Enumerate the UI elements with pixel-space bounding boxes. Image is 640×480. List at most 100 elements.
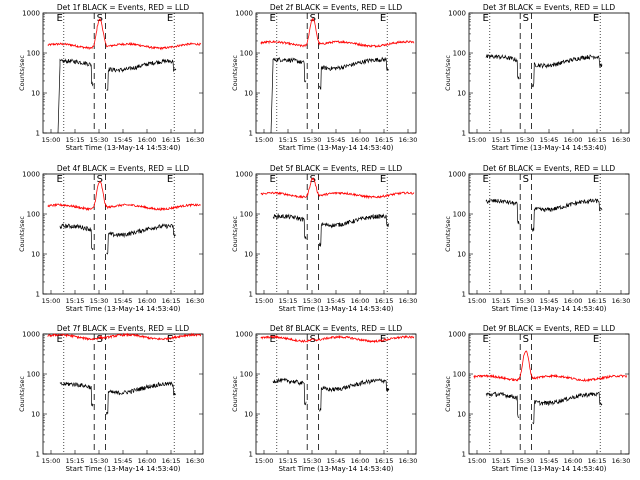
x-tick-label: 16:30 — [399, 297, 418, 305]
x-tick-label: 15:00 — [468, 457, 487, 465]
y-tick-label: 1000 — [448, 10, 466, 18]
x-tick-label: 15:00 — [255, 457, 274, 465]
x-tick-label: 15:30 — [516, 457, 535, 465]
events-series-line — [485, 53, 520, 80]
y-tick-label: 1 — [249, 451, 253, 459]
saa-marker-label: S — [97, 13, 103, 24]
x-tick-label: 16:15 — [375, 136, 394, 144]
lld-series-line — [473, 350, 628, 383]
y-tick-label: 1000 — [448, 331, 466, 339]
y-tick-label: 10 — [31, 90, 40, 98]
start-marker-label: E — [269, 174, 275, 185]
x-axis-label: Start Time (13-May-14 14:53:40) — [278, 144, 393, 152]
y-tick-label: 100 — [453, 50, 466, 58]
y-tick-label: 1000 — [448, 171, 466, 179]
panel-title: Det 3f BLACK = Events, RED = LLD — [483, 3, 616, 12]
x-axis-label: Start Time (13-May-14 14:53:40) — [278, 465, 393, 473]
y-tick-label: 1 — [462, 130, 466, 138]
x-tick-label: 15:15 — [66, 297, 85, 305]
detector-panel-4: Det 4f BLACK = Events, RED = LLD 1 10 100 10… — [18, 164, 204, 313]
events-series-line — [106, 381, 177, 415]
start-marker-label: E — [269, 13, 275, 24]
lld-series-line — [260, 17, 415, 48]
end-marker-label: E — [167, 13, 173, 24]
lld-series-line — [260, 334, 415, 344]
x-tick-label: 15:45 — [327, 136, 346, 144]
x-tick-label: 15:00 — [255, 297, 274, 305]
start-marker-label: E — [482, 13, 488, 24]
x-tick-label: 16:00 — [138, 297, 157, 305]
start-marker-label: E — [56, 334, 62, 345]
saa-marker-label: S — [523, 13, 529, 24]
panel-title: Det 7f BLACK = Events, RED = LLD — [57, 324, 190, 333]
plot-frame — [42, 12, 204, 134]
x-axis-label: Start Time (13-May-14 14:53:40) — [491, 144, 606, 152]
x-tick-label: 15:30 — [90, 136, 109, 144]
x-tick-label: 15:15 — [279, 297, 298, 305]
events-series-line — [485, 198, 520, 225]
saa-marker-label: S — [523, 174, 529, 185]
x-axis-label: Start Time (13-May-14 14:53:40) — [65, 144, 180, 152]
x-tick-label: 16:15 — [162, 136, 181, 144]
x-tick-label: 15:15 — [492, 136, 511, 144]
detector-panel-2: Det 2f BLACK = Events, RED = LLD 1 10 100 10… — [231, 3, 417, 152]
y-tick-label: 10 — [31, 251, 40, 259]
x-tick-label: 16:15 — [588, 136, 607, 144]
x-axis-label: Start Time (13-May-14 14:53:40) — [278, 305, 393, 313]
x-tick-label: 16:30 — [612, 136, 631, 144]
y-axis-label: Counts/sec — [444, 376, 452, 412]
x-tick-label: 15:30 — [303, 297, 322, 305]
x-tick-label: 15:00 — [468, 297, 487, 305]
events-series-line — [270, 56, 307, 134]
plot-frame — [468, 173, 630, 295]
panel-title: Det 2f BLACK = Events, RED = LLD — [270, 3, 403, 12]
panel-title: Det 9f BLACK = Events, RED = LLD — [483, 324, 616, 333]
events-series-line — [319, 56, 390, 90]
events-series-line — [106, 223, 177, 255]
y-tick-label: 10 — [244, 251, 253, 259]
x-tick-label: 15:00 — [42, 457, 61, 465]
y-axis-label: Counts/sec — [231, 376, 239, 412]
y-axis-label: Counts/sec — [18, 55, 26, 91]
plot-frame — [468, 12, 630, 134]
panel-title: Det 6f BLACK = Events, RED = LLD — [483, 164, 616, 173]
y-tick-label: 10 — [31, 411, 40, 419]
y-tick-label: 1 — [36, 291, 40, 299]
end-marker-label: E — [593, 13, 599, 24]
end-marker-label: E — [167, 174, 173, 185]
detector-panel-8: Det 8f BLACK = Events, RED = LLD 1 10 100 10… — [231, 324, 417, 473]
start-marker-label: E — [56, 13, 62, 24]
x-tick-label: 16:30 — [186, 457, 205, 465]
x-tick-label: 16:15 — [162, 457, 181, 465]
y-tick-label: 1 — [36, 451, 40, 459]
panel-title: Det 1f BLACK = Events, RED = LLD — [57, 3, 190, 12]
events-series-line — [57, 58, 94, 134]
x-tick-label: 15:45 — [540, 297, 559, 305]
events-series-line — [485, 391, 520, 418]
events-series-line — [319, 377, 390, 412]
start-marker-label: E — [269, 334, 275, 345]
end-marker-label: E — [167, 334, 173, 345]
detector-panel-3: Det 3f BLACK = Events, RED = LLD 1 10 100 10… — [444, 3, 630, 152]
y-tick-label: 10 — [457, 90, 466, 98]
end-marker-label: E — [593, 174, 599, 185]
panel-title: Det 4f BLACK = Events, RED = LLD — [57, 164, 190, 173]
x-tick-label: 15:30 — [90, 457, 109, 465]
x-tick-label: 16:15 — [375, 457, 394, 465]
x-tick-label: 15:15 — [492, 457, 511, 465]
detector-panel-1: Det 1f BLACK = Events, RED = LLD 1 10 100 10… — [18, 3, 204, 152]
x-tick-label: 16:00 — [351, 457, 370, 465]
y-tick-label: 10 — [244, 90, 253, 98]
x-tick-label: 16:00 — [351, 136, 370, 144]
x-tick-label: 16:00 — [351, 297, 370, 305]
y-tick-label: 1000 — [235, 171, 253, 179]
x-tick-label: 15:45 — [327, 457, 346, 465]
x-tick-label: 15:00 — [42, 297, 61, 305]
x-tick-label: 16:00 — [138, 457, 157, 465]
x-tick-label: 15:45 — [540, 457, 559, 465]
x-tick-label: 16:30 — [186, 136, 205, 144]
events-series-line — [59, 223, 94, 251]
events-series-line — [319, 213, 390, 247]
x-tick-label: 15:15 — [66, 457, 85, 465]
start-marker-label: E — [482, 174, 488, 185]
